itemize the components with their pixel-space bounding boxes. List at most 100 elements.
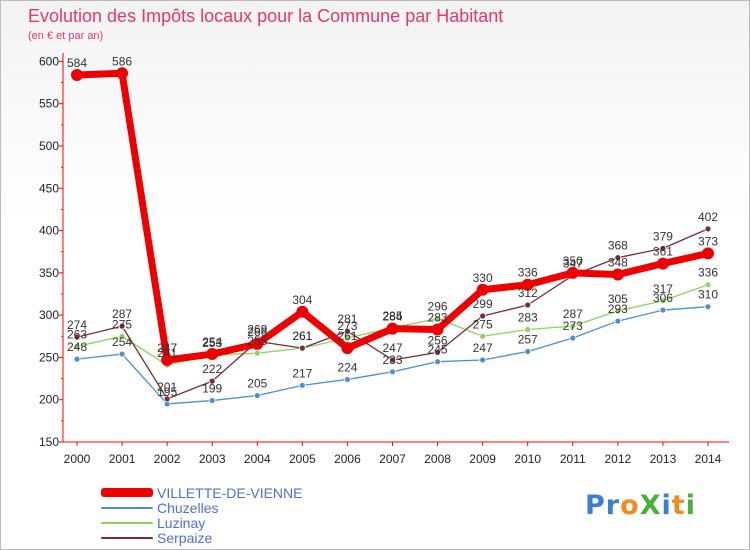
data-label: 266 [247, 325, 267, 339]
data-label: 330 [473, 271, 493, 285]
y-tick-label: 500 [39, 139, 59, 153]
data-point [479, 332, 487, 340]
data-point [434, 348, 441, 356]
x-tick-label: 2014 [695, 452, 722, 466]
y-tick-label: 600 [39, 54, 59, 68]
x-tick-label: 2004 [244, 452, 271, 466]
data-point [208, 377, 216, 385]
data-label: 274 [67, 318, 87, 332]
x-tick-label: 2000 [64, 452, 91, 466]
data-point [524, 348, 532, 355]
y-tick-label: 450 [39, 181, 59, 195]
data-label: 201 [157, 380, 177, 394]
data-label: 584 [67, 56, 87, 70]
data-point [344, 334, 351, 342]
data-point [431, 323, 444, 336]
chart-legend: VILLETTE-DE-VIENNE Chuzelles Luzinay Serpai… [101, 485, 302, 545]
data-label: 273 [563, 319, 583, 333]
data-point [434, 315, 441, 322]
data-point [206, 348, 219, 361]
data-point [614, 254, 622, 262]
data-point [659, 297, 667, 305]
data-label: 368 [608, 239, 628, 253]
data-point [479, 356, 487, 364]
data-label: 296 [428, 300, 448, 314]
data-label: 248 [67, 340, 87, 354]
y-tick-label: 300 [39, 308, 59, 322]
data-point [118, 322, 126, 330]
data-label: 254 [202, 335, 222, 349]
chart-title: Evolution des Impôts locaux pour la Comm… [28, 6, 504, 26]
data-label: 348 [608, 256, 628, 270]
data-label: 310 [698, 288, 718, 302]
data-label: 217 [292, 366, 312, 380]
data-label: 299 [473, 297, 493, 311]
data-point [253, 392, 261, 399]
data-point [704, 225, 712, 233]
data-point [251, 337, 264, 350]
data-point [569, 322, 577, 330]
data-label: 287 [112, 307, 132, 321]
x-tick-label: 2007 [379, 452, 406, 466]
data-label: 283 [428, 311, 448, 325]
data-label: 261 [337, 329, 357, 343]
data-point [118, 350, 126, 358]
data-label: 255 [247, 334, 267, 348]
data-label: 347 [563, 256, 583, 270]
data-label: 257 [518, 333, 538, 347]
data-label: 222 [202, 362, 222, 376]
legend-swatch [101, 521, 153, 524]
data-point [73, 333, 81, 341]
data-point [614, 307, 622, 315]
data-label: 281 [337, 312, 357, 326]
data-point [386, 322, 399, 335]
data-label: 247 [157, 341, 177, 355]
data-label: 285 [382, 309, 402, 323]
data-point [116, 67, 129, 80]
data-point [521, 278, 534, 291]
data-point [389, 368, 396, 376]
data-point [73, 343, 81, 350]
legend-item: VILLETTE-DE-VIENNE [101, 485, 302, 500]
data-point [569, 334, 577, 342]
data-label: 287 [563, 307, 583, 321]
x-tick-label: 2012 [605, 452, 632, 466]
data-label: 273 [337, 319, 357, 333]
data-label: 350 [563, 254, 583, 268]
data-label: 224 [337, 360, 357, 374]
data-point [704, 303, 712, 311]
data-point [614, 317, 622, 325]
data-label: 256 [428, 333, 448, 347]
data-point [656, 257, 669, 270]
data-label: 275 [473, 317, 493, 331]
data-label: 245 [428, 343, 448, 357]
data-point [524, 301, 532, 309]
data-label: 293 [608, 302, 628, 316]
legend-item: Chuzelles [101, 500, 302, 515]
chart-subtitle: (en € et par an) [28, 30, 104, 42]
x-tick-label: 2002 [154, 452, 181, 466]
data-label: 317 [653, 282, 673, 296]
data-point [161, 353, 174, 366]
legend-label: VILLETTE-DE-VIENNE [157, 484, 303, 501]
x-tick-label: 2005 [289, 452, 316, 466]
data-point [298, 344, 306, 352]
data-label: 275 [112, 317, 132, 331]
legend-swatch [101, 488, 153, 497]
data-point [611, 268, 624, 281]
data-point [344, 376, 351, 383]
y-tick-label: 550 [39, 97, 59, 111]
data-label: 269 [247, 322, 267, 336]
data-label: 254 [112, 335, 132, 349]
legend-swatch [101, 536, 153, 539]
legend-label: Chuzelles [157, 499, 219, 516]
data-point [298, 381, 306, 389]
y-tick-label: 200 [39, 393, 59, 407]
data-point [208, 397, 216, 404]
data-point [659, 244, 667, 252]
data-label: 253 [202, 336, 222, 350]
legend-item: Luzinay [101, 515, 302, 530]
legend-label: Serpaize [157, 529, 213, 546]
data-point [296, 305, 309, 318]
